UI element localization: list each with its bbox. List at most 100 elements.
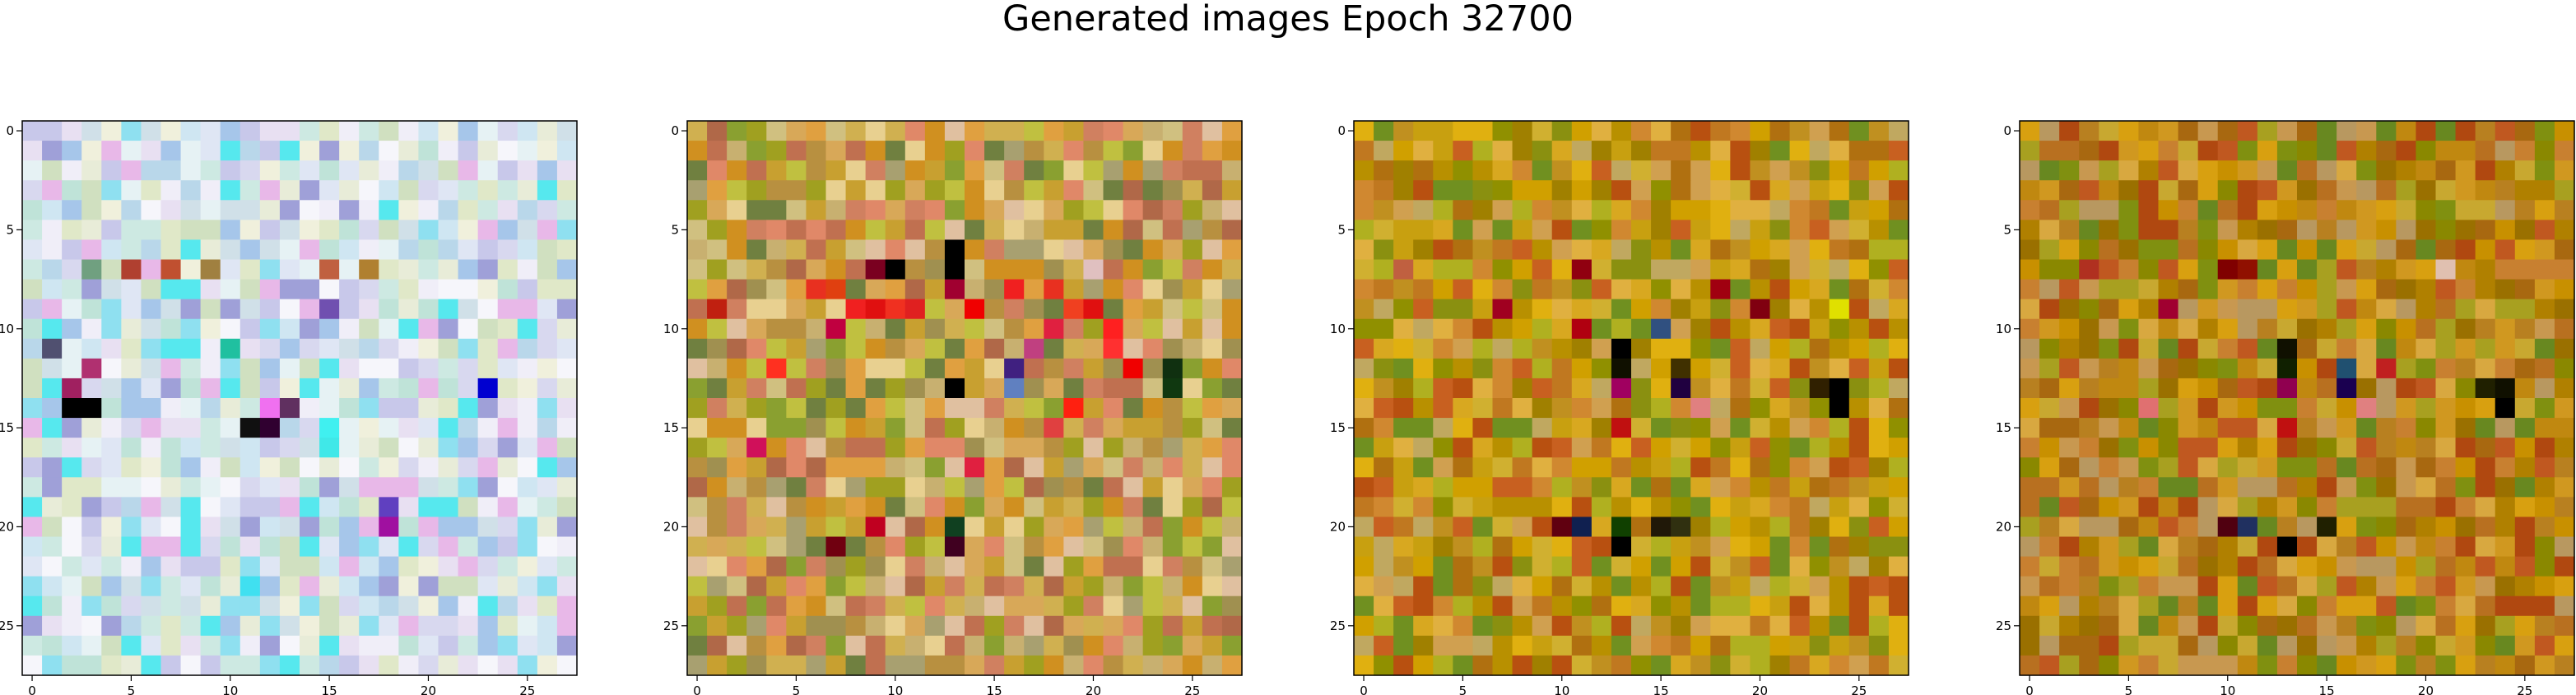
y-tick-label: 0 <box>2003 123 2011 138</box>
pixel-cell <box>865 497 886 518</box>
pixel-cell <box>1551 180 1573 201</box>
pixel-cell <box>1671 160 1691 181</box>
pixel-cell <box>1750 239 1771 261</box>
pixel-cell <box>300 378 320 399</box>
pixel-cell <box>121 358 142 379</box>
pixel-cell <box>1354 556 1374 577</box>
pixel-cell <box>1433 418 1453 438</box>
pixel-cell <box>81 160 102 181</box>
pixel-cell <box>438 398 459 419</box>
pixel-cell <box>220 497 241 518</box>
pixel-cell <box>81 358 102 379</box>
pixel-cell <box>1004 318 1025 340</box>
pixel-cell <box>477 418 499 438</box>
pixel-cell <box>1004 457 1025 478</box>
pixel-cell <box>2554 180 2575 201</box>
pixel-cell <box>180 358 202 379</box>
pixel-cell <box>2217 259 2239 280</box>
pixel-cell <box>825 457 847 478</box>
pixel-cell <box>1142 239 1164 261</box>
pixel-cell <box>1888 259 1909 280</box>
pixel-cell <box>806 141 827 161</box>
pixel-cell <box>359 398 379 419</box>
pixel-cell <box>2416 220 2437 241</box>
pixel-cell <box>418 536 439 558</box>
pixel-cell <box>477 517 499 538</box>
pixel-cell <box>1829 536 1850 558</box>
pixel-cell <box>2554 160 2575 181</box>
pixel-cell <box>319 517 340 538</box>
pixel-cell <box>2237 398 2258 419</box>
pixel-cell <box>398 318 420 340</box>
pixel-cell <box>418 239 439 261</box>
pixel-cell <box>1750 477 1771 498</box>
pixel-cell <box>121 556 142 577</box>
pixel-cell <box>1492 655 1514 676</box>
pixel-cell <box>845 457 867 478</box>
pixel-cell <box>1044 615 1064 637</box>
pixel-cell <box>1730 517 1751 538</box>
pixel-cell <box>1888 220 1909 241</box>
pixel-cell <box>1162 358 1183 379</box>
pixel-cell <box>2475 121 2496 141</box>
pixel-cell <box>984 180 1005 201</box>
pixel-cell <box>1809 358 1830 379</box>
pixel-cell <box>1083 259 1104 280</box>
pixel-cell <box>497 655 518 676</box>
pixel-cell <box>1848 358 1870 379</box>
pixel-cell <box>1671 536 1691 558</box>
pixel-cell <box>2197 418 2219 438</box>
pixel-cell <box>2079 418 2099 438</box>
pixel-cell <box>42 299 63 320</box>
pixel-cell <box>2297 615 2318 637</box>
pixel-cell <box>2356 576 2377 597</box>
pixel-cell <box>766 635 787 656</box>
pixel-cell <box>746 398 767 419</box>
pixel-cell <box>1611 576 1632 597</box>
pixel-cell <box>418 497 439 518</box>
pixel-cell <box>2197 279 2219 300</box>
pixel-cell <box>1868 180 1890 201</box>
pixel-cell <box>1730 655 1751 676</box>
pixel-cell <box>1789 259 1811 280</box>
pixel-cell <box>497 180 518 201</box>
pixel-cell <box>22 556 43 577</box>
pixel-cell <box>1730 338 1751 359</box>
pixel-cell <box>2514 259 2536 280</box>
pixel-cell <box>319 497 340 518</box>
pixel-cell <box>1142 655 1164 676</box>
pixel-cell <box>2376 259 2397 280</box>
pixel-cell <box>537 615 558 637</box>
pixel-cell <box>1354 457 1374 478</box>
pixel-cell <box>42 615 63 637</box>
pixel-cell <box>1044 200 1064 220</box>
pixel-cell <box>556 318 578 340</box>
pixel-cell <box>2178 299 2199 320</box>
pixel-cell <box>160 299 182 320</box>
pixel-cell <box>1433 635 1453 656</box>
pixel-cell <box>279 536 300 558</box>
pixel-cell <box>1690 536 1711 558</box>
pixel-cell <box>1551 141 1573 161</box>
pixel-cell <box>121 635 142 656</box>
pixel-cell <box>2554 279 2575 300</box>
pixel-cell <box>2534 279 2555 300</box>
pixel-cell <box>1044 517 1064 538</box>
pixel-cell <box>1809 595 1830 617</box>
pixel-cell <box>2376 220 2397 241</box>
pixel-cell <box>1532 378 1553 399</box>
pixel-cell <box>1631 576 1652 597</box>
pixel-cell <box>2337 220 2357 241</box>
pixel-cell <box>865 141 886 161</box>
pixel-cell <box>687 615 708 637</box>
pixel-cell <box>2099 576 2119 597</box>
pixel-cell <box>537 220 558 241</box>
pixel-cell <box>2534 259 2555 280</box>
pixel-cell <box>438 517 459 538</box>
pixel-cell <box>42 338 63 359</box>
pixel-cell <box>121 438 142 458</box>
pixel-cell <box>2158 200 2179 220</box>
pixel-cell <box>1789 595 1811 617</box>
pixel-cell <box>924 595 946 617</box>
pixel-cell <box>1024 655 1044 676</box>
